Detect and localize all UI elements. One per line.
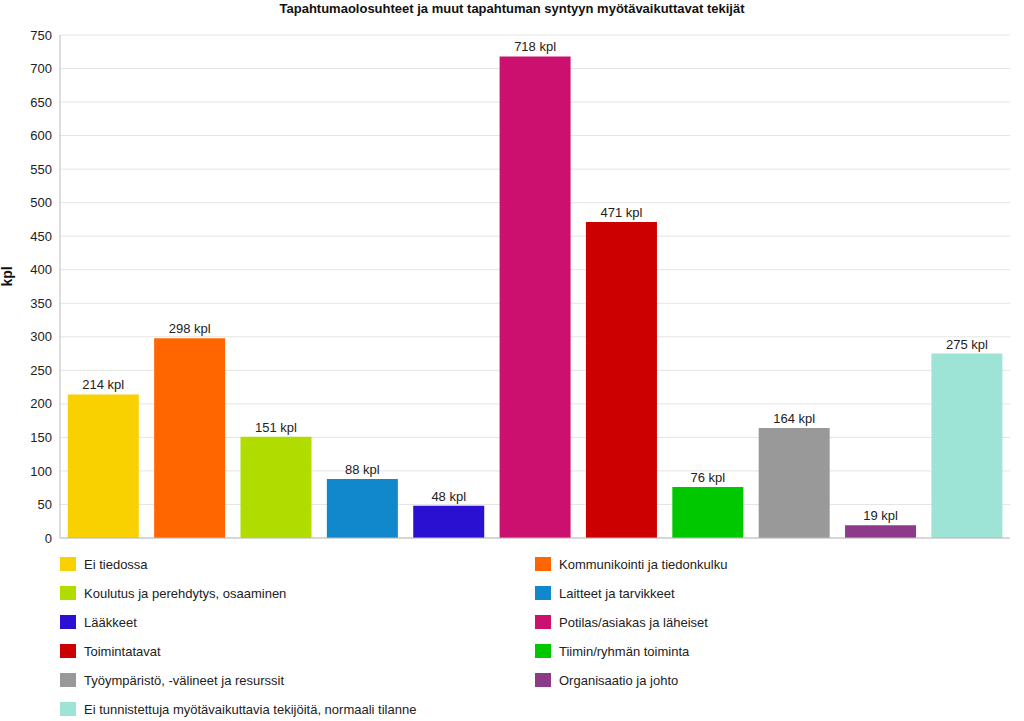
svg-text:500: 500 xyxy=(30,195,52,210)
svg-text:kpl: kpl xyxy=(8,266,15,286)
svg-text:48 kpl: 48 kpl xyxy=(431,489,466,504)
svg-text:151 kpl: 151 kpl xyxy=(255,420,297,435)
svg-text:400: 400 xyxy=(30,262,52,277)
html-text:Tapahtumaolosuhteet ja muut ta: Tapahtumaolosuhteet ja muut tapahtuman s… xyxy=(279,1,745,16)
svg-text:214 kpl: 214 kpl xyxy=(82,377,124,392)
svg-text:76 kpl: 76 kpl xyxy=(690,470,725,485)
svg-text:650: 650 xyxy=(30,95,52,110)
html-text:Työympäristö, -välineet ja res: Työympäristö, -välineet ja resurssit xyxy=(84,672,285,688)
html-text:Organisaatio ja johto: Organisaatio ja johto xyxy=(559,672,679,688)
svg-text:550: 550 xyxy=(30,162,52,177)
svg-text:200: 200 xyxy=(30,396,52,411)
svg-text:275 kpl: 275 kpl xyxy=(946,337,988,352)
html-text:Potilas/asiakas ja läheiset: Potilas/asiakas ja läheiset xyxy=(559,614,708,630)
html-text:Kommunikointi ja tiedonkulku: Kommunikointi ja tiedonkulku xyxy=(559,556,728,572)
svg-text:250: 250 xyxy=(30,363,52,378)
html-text:Tiimin/ryhmän toiminta: Tiimin/ryhmän toiminta xyxy=(559,643,690,659)
html-text:Lääkkeet: Lääkkeet xyxy=(84,614,137,630)
svg-text:88 kpl: 88 kpl xyxy=(345,462,380,477)
html-text:Laitteet ja tarvikkeet: Laitteet ja tarvikkeet xyxy=(559,585,675,601)
svg-text:718 kpl: 718 kpl xyxy=(514,39,556,54)
html-text:Koulutus ja perehdytys, osaami: Koulutus ja perehdytys, osaaminen xyxy=(84,585,287,601)
html-text:Ei tiedossa: Ei tiedossa xyxy=(84,556,148,572)
svg-text:350: 350 xyxy=(30,296,52,311)
svg-text:300: 300 xyxy=(30,329,52,344)
svg-text:600: 600 xyxy=(30,128,52,143)
html-text:Ei tunnistettuja myötävaikutta: Ei tunnistettuja myötävaikuttavia tekijö… xyxy=(84,701,417,717)
svg-text:471 kpl: 471 kpl xyxy=(600,205,642,220)
html-text:Toimintatavat: Toimintatavat xyxy=(84,643,161,659)
svg-text:0: 0 xyxy=(45,531,52,545)
svg-text:164 kpl: 164 kpl xyxy=(773,411,815,426)
svg-text:298 kpl: 298 kpl xyxy=(169,321,211,336)
svg-text:100: 100 xyxy=(30,464,52,479)
svg-text:19 kpl: 19 kpl xyxy=(863,508,898,523)
svg-text:50: 50 xyxy=(38,497,52,512)
svg-text:450: 450 xyxy=(30,229,52,244)
svg-text:700: 700 xyxy=(30,61,52,76)
svg-text:150: 150 xyxy=(30,430,52,445)
svg-text:750: 750 xyxy=(30,28,52,43)
